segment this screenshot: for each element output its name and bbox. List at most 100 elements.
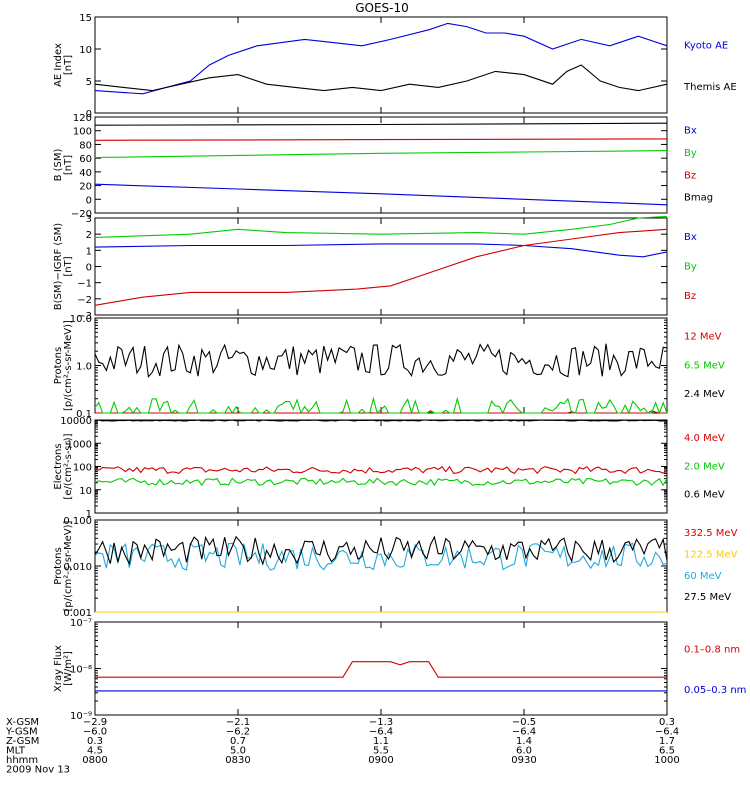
panel-frame: [94, 519, 668, 613]
y-tick-label: 0: [86, 109, 92, 120]
x-tick-label: −6.4: [369, 727, 393, 738]
series-line: [94, 419, 668, 422]
y-axis-title: [e/(cm²-s-sr)]: [63, 433, 74, 499]
x-tick-label: 0800: [82, 755, 107, 766]
series-line: [94, 22, 668, 95]
x-tick-label: 5.0: [230, 746, 246, 757]
y-tick-label: 10⁻⁹: [70, 711, 92, 722]
legend-label: Themis AE: [683, 82, 737, 93]
x-axis-table: X-GSM −2.9 −2.1 −1.3 −0.5 0.3 Y-GSM −6.0 −6.2 −6.…: [5, 717, 680, 776]
y-axis-title: Protons: [53, 547, 64, 584]
y-axis-title: [nT]: [63, 256, 74, 276]
x-row-label: Y-GSM: [5, 727, 38, 738]
panel-igrf: −3 −2 −1 0 1 2 3 B(SM)−IGRF (SM) [nT] Bx By Bz: [53, 214, 697, 322]
date-label: 2009 Nov 13: [6, 765, 70, 776]
y-tick-label: 60: [79, 154, 92, 165]
y-axis-title: [nT]: [63, 155, 74, 175]
series-line: [94, 477, 668, 487]
x-tick-label: 1.1: [373, 736, 389, 747]
series-line: [94, 215, 668, 238]
legend-label: 2.4 MeV: [684, 389, 725, 400]
x-tick-label: −6.4: [512, 727, 536, 738]
y-axis-title: [p/(cm²-s-sr-MeV)]: [63, 520, 74, 611]
y-tick-label: 120: [73, 113, 92, 124]
x-tick-label: 0830: [225, 755, 250, 766]
legend-label: Bx: [684, 232, 697, 243]
y-tick-label: 0: [86, 263, 92, 274]
y-tick-label: 0: [86, 195, 92, 206]
legend-label: 4.0 MeV: [684, 433, 725, 444]
legend-label: Bx: [684, 126, 697, 137]
x-tick-label: 0930: [511, 755, 536, 766]
y-tick-label: 15: [79, 13, 92, 24]
panel-protons: 0.1 1.0 10.0 Protons [p/(cm²-s-sr-MeV)] 12 Me…: [53, 314, 725, 420]
x-tick-label: 6.0: [516, 746, 532, 757]
series-line: [94, 183, 668, 206]
series-line: [94, 535, 668, 566]
legend-label: 0.05–0.3 nm: [684, 685, 746, 696]
x-tick-label: 0.3: [659, 717, 675, 728]
y-tick-label: 80: [79, 140, 92, 151]
y-tick-label: 10: [79, 45, 92, 56]
legend-label: 12 MeV: [684, 332, 722, 343]
y-tick-label: 1.0: [76, 362, 92, 373]
series-line: [94, 465, 668, 475]
y-tick-label: 0.001: [63, 608, 92, 619]
legend-label: 122.5 MeV: [684, 549, 738, 560]
panel-frame: [94, 116, 668, 214]
y-tick-label: 10: [79, 486, 92, 497]
x-tick-label: −6.4: [655, 727, 679, 738]
y-axis-title: Xray Flux: [53, 645, 64, 692]
legend-label: 2.0 MeV: [684, 461, 725, 472]
y-axis-title: [p/(cm²-s-sr-MeV)]: [63, 320, 74, 411]
panel-hprotons: 0.001 0.010 0.100 Protons [p/(cm²-s-sr-MeV)]…: [53, 516, 738, 619]
y-tick-label: 0.100: [63, 516, 92, 527]
x-row-label: MLT: [6, 746, 26, 757]
x-tick-label: 4.5: [87, 746, 103, 757]
y-tick-label: 10.0: [70, 314, 92, 325]
x-tick-label: −2.1: [226, 717, 250, 728]
panel-electrons: 1 10 100 1000 10000 Electrons [e/(cm²-s-sr)] 4.…: [53, 416, 725, 520]
y-tick-label: −20: [71, 209, 92, 220]
y-tick-label: 40: [79, 168, 92, 179]
x-tick-label: −0.5: [512, 717, 536, 728]
legend-label: Kyoto AE: [684, 40, 728, 51]
panel-frame: [94, 217, 668, 316]
y-axis-title: Protons: [53, 347, 64, 384]
y-tick-label: 1: [86, 509, 92, 520]
y-tick-label: 100: [73, 127, 92, 138]
panel-xray: 10⁻⁹ 10⁻⁸ 10⁻⁷ Xray Flux [W/m²] 0.1–0.8 nm 0.0…: [53, 618, 746, 722]
x-row-label: Z-GSM: [6, 736, 39, 747]
series-line: [94, 138, 668, 141]
series-line: [94, 343, 668, 378]
x-tick-label: 1.4: [516, 736, 532, 747]
x-tick-label: 0.7: [230, 736, 246, 747]
legend-label: Bmag: [684, 193, 713, 204]
legend-label: 332.5 MeV: [684, 528, 738, 539]
y-tick-label: 0.1: [76, 409, 92, 420]
y-axis-title: [nT]: [63, 55, 74, 75]
panel-ae: 0 5 10 15 AE Index [nT] Kyoto AE Themis AE: [53, 13, 737, 120]
x-tick-label: −6.0: [83, 727, 107, 738]
series-line: [94, 396, 668, 415]
series-line: [94, 243, 668, 258]
series-line: [94, 64, 668, 92]
legend-label: 0.6 MeV: [684, 490, 725, 501]
y-axis-title: Electrons: [53, 443, 64, 489]
x-tick-label: 0900: [368, 755, 393, 766]
y-tick-label: 2: [86, 230, 92, 241]
panel-frame: [94, 419, 668, 514]
y-tick-label: −2: [77, 295, 92, 306]
y-tick-label: 0.010: [63, 562, 92, 573]
legend-label: 0.1–0.8 nm: [684, 644, 740, 655]
x-tick-label: −2.9: [83, 717, 107, 728]
y-tick-label: 10⁻⁸: [70, 665, 92, 676]
legend-label: By: [684, 148, 697, 159]
x-row-label: X-GSM: [6, 717, 39, 728]
panel-b: −20 0 20 40 60 80 100 120 B (SM) [nT] Bx By Bz Bmag: [53, 113, 713, 220]
x-row-label: hhmm: [6, 755, 38, 766]
y-tick-label: 10000: [60, 416, 92, 427]
x-tick-label: 1.7: [659, 736, 675, 747]
x-tick-label: 0.3: [87, 736, 103, 747]
